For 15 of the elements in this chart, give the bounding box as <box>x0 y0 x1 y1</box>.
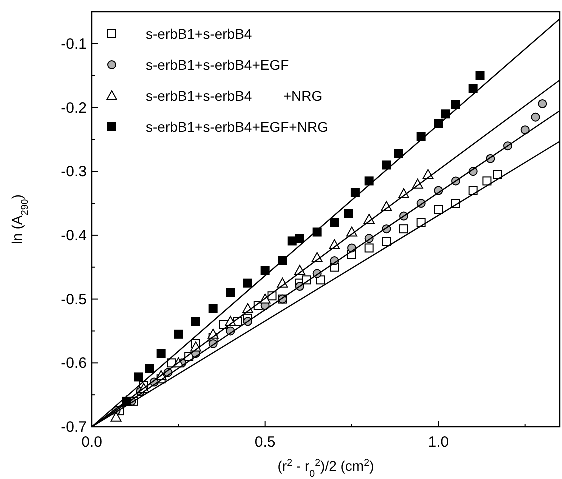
y-tick-label: -0.3 <box>61 164 87 181</box>
y-tick-label: -0.5 <box>61 291 87 308</box>
legend-label: s-erbB1+s-erbB4+EGF+NRG <box>146 119 328 135</box>
legend-label: s-erbB1+s-erbB4 +NRG <box>146 88 323 104</box>
legend-label: s-erbB1+s-erbB4+EGF <box>146 57 290 73</box>
x-axis-title: (r$^{2}$ - r$_{0}$$^{2}$)/2 (cm$^{2}$) <box>278 458 374 479</box>
x-tick-label: 0.5 <box>254 434 276 451</box>
legend-label: s-erbB1+s-erbB4 <box>146 26 252 42</box>
y-tick-label: -0.7 <box>61 419 87 436</box>
y-tick-label: -0.2 <box>61 100 87 117</box>
y-tick-label: -0.4 <box>61 227 87 244</box>
x-tick-label: 0.0 <box>82 434 102 451</box>
y-tick-label: -0.1 <box>61 36 87 53</box>
x-tick-label: 1.0 <box>428 434 450 451</box>
y-tick-label: -0.6 <box>61 355 87 372</box>
